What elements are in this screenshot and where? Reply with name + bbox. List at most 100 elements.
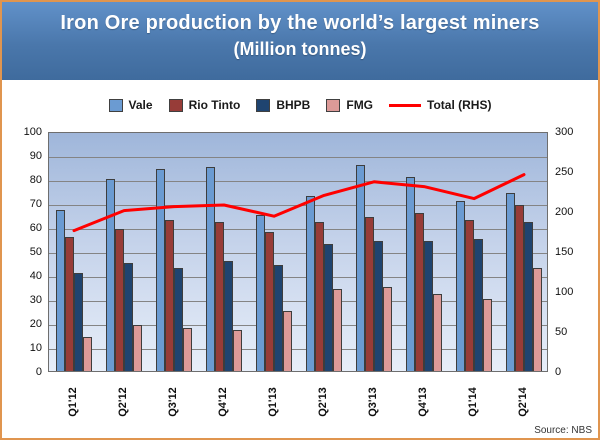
left-axis-tick-label: 0 (35, 366, 42, 378)
bar-vale (356, 164, 365, 371)
chart-area: Source: NBS 100 90 80 70 60 50 40 30 20 10 0 300 250… (2, 122, 598, 438)
gridline (49, 181, 547, 182)
left-axis-tick-label: 50 (29, 246, 42, 258)
x-axis-tick-label: Q3'13 (367, 387, 379, 417)
bar-bhpb (324, 243, 333, 371)
bar-rio-tinto (465, 219, 474, 371)
x-axis-tick-label: Q1'14 (467, 387, 479, 417)
gridline (49, 277, 547, 278)
x-axis-tick-label: Q2'12 (117, 387, 129, 417)
bar-group (99, 133, 149, 371)
total-line (72, 173, 526, 233)
chart-header: Iron Ore production by the world’s large… (2, 2, 598, 80)
right-axis-tick-label: 200 (555, 206, 574, 218)
bar-vale (506, 193, 515, 371)
legend-item: BHPB (256, 98, 310, 112)
bar-bhpb (274, 265, 283, 371)
right-axis-tick-label: 50 (555, 326, 568, 338)
left-axis-tick-label: 100 (23, 126, 42, 138)
left-axis-tick-label: 70 (29, 198, 42, 210)
bar-group (349, 133, 399, 371)
bar-rio-tinto (65, 236, 74, 371)
bar-fmg (183, 327, 192, 371)
left-axis-tick-label: 80 (29, 174, 42, 186)
bar-bhpb (174, 267, 183, 371)
legend-swatch-icon (326, 98, 341, 112)
bar-fmg (333, 289, 342, 371)
bar-vale (206, 167, 215, 371)
x-axis-tick-label: Q1'13 (267, 387, 279, 417)
bar-fmg (533, 267, 542, 371)
x-axis-tick-label: Q1'12 (67, 387, 79, 417)
source-note: Source: NBS (534, 425, 592, 436)
bar-group (399, 133, 449, 371)
legend-swatch-icon (256, 98, 271, 112)
bar-fmg (233, 330, 242, 371)
gridline (49, 325, 547, 326)
right-axis-tick-label: 250 (555, 166, 574, 178)
bar-bhpb (374, 241, 383, 371)
bar-bhpb (524, 222, 533, 371)
x-axis-tick-label: Q2'14 (517, 387, 529, 417)
bar-bhpb (74, 272, 83, 371)
legend-label: Total (RHS) (427, 98, 492, 112)
bar-rio-tinto (115, 229, 124, 371)
bar-bhpb (474, 239, 483, 371)
bar-group (449, 133, 499, 371)
legend-label: Rio Tinto (188, 98, 241, 112)
right-axis-tick-label: 300 (555, 126, 574, 138)
legend-label: Vale (128, 98, 153, 112)
legend-label: BHPB (276, 98, 311, 112)
gridline (49, 229, 547, 230)
bar-fmg (283, 311, 292, 371)
gridline (49, 301, 547, 302)
chart-title: Iron Ore production by the world’s large… (60, 12, 540, 34)
bar-group (249, 133, 299, 371)
bar-rio-tinto (415, 212, 424, 371)
gridline (49, 253, 547, 254)
bar-vale (406, 176, 415, 371)
legend-item: Vale (108, 98, 153, 112)
bar-vale (106, 179, 115, 371)
bar-fmg (383, 287, 392, 371)
legend-item: FMG (326, 98, 373, 112)
bar-rio-tinto (215, 222, 224, 371)
left-axis-tick-label: 10 (29, 342, 42, 354)
x-axis-tick-label: Q2'13 (317, 387, 329, 417)
bar-rio-tinto (165, 219, 174, 371)
bar-group (199, 133, 249, 371)
gridline (49, 157, 547, 158)
bar-bhpb (124, 263, 133, 371)
left-axis-tick-label: 90 (29, 150, 42, 162)
bar-fmg (483, 299, 492, 371)
gridline (49, 349, 547, 350)
bar-group (49, 133, 99, 371)
legend-label: FMG (346, 98, 374, 112)
right-axis-tick-label: 0 (555, 366, 562, 378)
x-axis-tick-label: Q4'12 (217, 387, 229, 417)
bar-group (499, 133, 549, 371)
bar-vale (456, 200, 465, 371)
chart-subtitle: (Million tonnes) (233, 39, 367, 59)
bar-rio-tinto (515, 205, 524, 371)
bar-vale (256, 215, 265, 371)
bar-bhpb (224, 260, 233, 371)
chart-legend: Vale Rio Tinto BHPB FMG Total (RHS) (2, 92, 598, 118)
bar-vale (156, 169, 165, 371)
right-axis-tick-label: 150 (555, 246, 574, 258)
bar-rio-tinto (365, 217, 374, 371)
bar-group (299, 133, 349, 371)
bar-bhpb (424, 241, 433, 371)
bar-group (149, 133, 199, 371)
legend-line-icon (389, 103, 422, 107)
bar-fmg (133, 325, 142, 371)
bar-fmg (433, 294, 442, 371)
left-axis-tick-label: 40 (29, 270, 42, 282)
legend-swatch-icon (108, 98, 123, 112)
left-axis-tick-label: 30 (29, 294, 42, 306)
bar-vale (56, 210, 65, 371)
x-axis-tick-label: Q3'12 (167, 387, 179, 417)
x-axis-tick-label: Q4'13 (417, 387, 429, 417)
legend-item: Rio Tinto (168, 98, 241, 112)
